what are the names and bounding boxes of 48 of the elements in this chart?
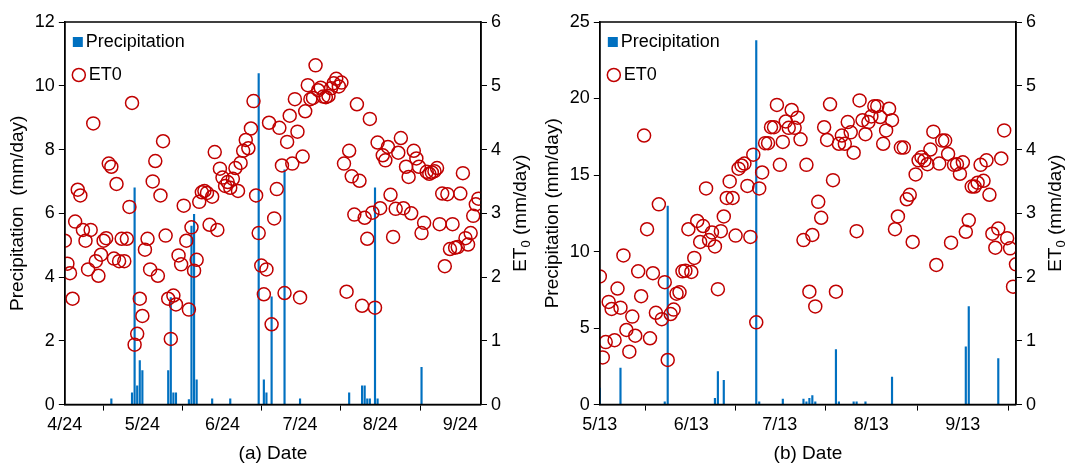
- y2-tick-label: 6: [490, 10, 501, 31]
- y2-axis-title: ET0 (mm/day): [1044, 154, 1069, 272]
- x-tick-label: 4/24: [47, 414, 83, 435]
- x-tick-label: 9/24: [442, 414, 478, 435]
- y-tick-label: 12: [34, 10, 55, 31]
- y-tick-label: 15: [569, 164, 590, 185]
- y2-tick-label: 2: [1025, 266, 1036, 287]
- y2-tick-label: 2: [490, 266, 501, 287]
- y-tick-label: 10: [34, 74, 55, 95]
- x-tick-label: 5/13: [582, 414, 618, 435]
- y-tick-label: 5: [579, 317, 590, 338]
- x-tick-label: 7/13: [762, 414, 798, 435]
- y-tick-label: 25: [569, 10, 590, 31]
- y-axis-title: Precipitation (mm/day): [540, 118, 562, 309]
- x-tick-label: 9/13: [945, 414, 981, 435]
- y2-tick-label: 0: [490, 393, 501, 414]
- x-tick-label: 6/13: [673, 414, 709, 435]
- y2-tick-label: 3: [490, 202, 501, 223]
- x-tick-label: 8/24: [362, 414, 398, 435]
- legend-label: ET0: [623, 63, 657, 84]
- legend-label: ET0: [88, 63, 122, 84]
- x-tick-label: 5/24: [124, 414, 160, 435]
- y2-tick-label: 0: [1025, 393, 1036, 414]
- x-axis-title: (a) Date: [238, 441, 308, 463]
- y2-tick-label: 1: [490, 329, 501, 350]
- x-tick-label: 6/24: [204, 414, 241, 435]
- y-tick-label: 0: [44, 393, 55, 414]
- y-tick-label: 4: [44, 266, 55, 287]
- y-tick-label: 10: [569, 240, 590, 261]
- y-tick-label: 8: [44, 138, 55, 159]
- y-axis-title: Precipitation (mm/day): [5, 115, 27, 311]
- y2-tick-label: 1: [1025, 329, 1036, 350]
- y2-tick-label: 3: [1025, 202, 1036, 223]
- y-tick-label: 0: [579, 393, 590, 414]
- y2-tick-label: 4: [1025, 138, 1036, 159]
- y2-tick-label: 6: [1025, 10, 1036, 31]
- y-tick-label: 2: [44, 329, 55, 350]
- y2-tick-label: 5: [1025, 74, 1036, 95]
- x-tick-label: 8/13: [853, 414, 889, 435]
- y2-tick-label: 5: [490, 74, 501, 95]
- legend-label: Precipitation: [620, 30, 720, 51]
- x-axis-title: (b) Date: [773, 441, 843, 463]
- y-tick-label: 20: [569, 87, 590, 108]
- y-tick-label: 6: [44, 202, 55, 223]
- y2-tick-label: 4: [490, 138, 501, 159]
- x-tick-label: 7/24: [282, 414, 318, 435]
- y2-axis-title: ET0 (mm/day): [509, 154, 534, 272]
- legend-label: Precipitation: [85, 30, 185, 51]
